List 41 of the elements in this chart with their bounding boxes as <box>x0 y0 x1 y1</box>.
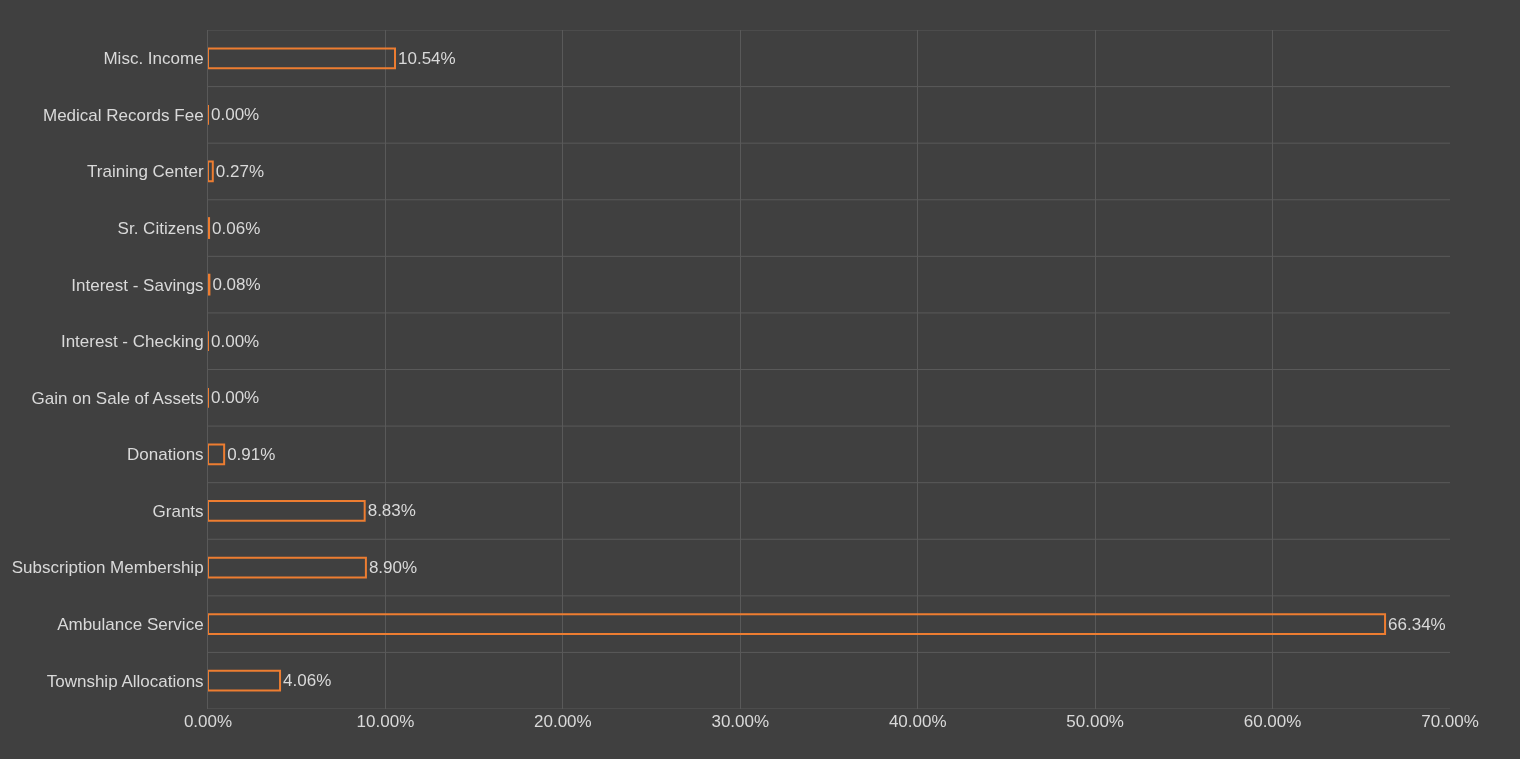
data-label: 0.00% <box>211 105 260 125</box>
data-label: 4.06% <box>283 671 332 691</box>
data-label: 8.90% <box>368 558 418 578</box>
bar <box>208 500 366 522</box>
y-tick-label: Subscription Membership <box>11 558 204 578</box>
data-label: 0.00% <box>211 388 260 408</box>
data-label: 0.91% <box>227 444 276 464</box>
bar <box>208 47 397 70</box>
y-tick-label: Donations <box>127 445 204 465</box>
x-tick-label: 10.00% <box>356 712 415 731</box>
bar <box>208 669 282 692</box>
data-label: 0.27% <box>215 161 264 181</box>
y-tick-label: Township Allocations <box>46 671 204 691</box>
y-tick-label: Gain on Sale of Assets <box>31 388 204 408</box>
y-tick-label: Ambulance Service <box>57 615 204 635</box>
bar <box>208 273 211 296</box>
bar <box>208 443 226 466</box>
x-tick-label: 30.00% <box>711 712 770 731</box>
x-tick-label: 0.00% <box>183 712 233 731</box>
x-tick-label: 50.00% <box>1066 712 1124 731</box>
bar <box>208 556 367 579</box>
y-tick-label: Training Center <box>87 162 204 182</box>
x-tick-label: 40.00% <box>888 712 947 731</box>
data-label: 0.08% <box>212 275 261 295</box>
y-tick-label: Interest - Checking <box>60 332 204 352</box>
y-tick-label: Misc. Income <box>103 49 204 69</box>
y-tick-label: Grants <box>152 501 204 521</box>
bar <box>208 613 1387 636</box>
x-tick-label: 20.00% <box>534 712 592 731</box>
data-label: 0.06% <box>212 218 261 238</box>
data-label: 0.00% <box>211 331 260 351</box>
y-tick-label: Sr. Citizens <box>117 218 204 238</box>
x-tick-label: 60.00% <box>1243 712 1302 731</box>
y-tick-label: Medical Records Fee <box>42 105 204 125</box>
y-tick-label: Interest - Savings <box>71 275 204 295</box>
data-label: 8.83% <box>367 501 416 521</box>
bar <box>208 217 211 239</box>
x-tick-label: 70.00% <box>1421 712 1479 731</box>
bar <box>208 160 214 183</box>
data-label: 10.54% <box>398 48 456 68</box>
data-label: 66.34% <box>1388 614 1446 634</box>
